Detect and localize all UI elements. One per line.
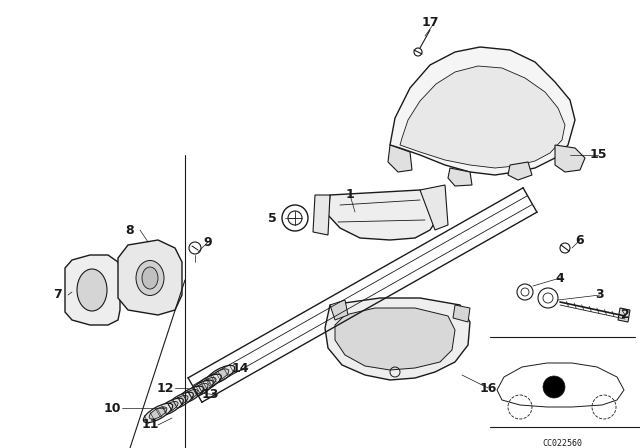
- Ellipse shape: [195, 374, 221, 392]
- Polygon shape: [328, 190, 438, 240]
- Text: 8: 8: [125, 224, 134, 237]
- Text: 9: 9: [204, 236, 212, 249]
- Text: 10: 10: [103, 401, 121, 414]
- Text: 11: 11: [141, 418, 159, 431]
- Ellipse shape: [142, 267, 158, 289]
- Circle shape: [543, 376, 565, 398]
- Ellipse shape: [162, 401, 178, 413]
- Text: 5: 5: [268, 211, 276, 224]
- Ellipse shape: [192, 383, 208, 395]
- Ellipse shape: [182, 389, 198, 401]
- Text: 13: 13: [202, 388, 219, 401]
- Text: 1: 1: [346, 189, 355, 202]
- Text: 6: 6: [576, 233, 584, 246]
- Ellipse shape: [143, 403, 173, 422]
- Polygon shape: [388, 145, 412, 172]
- Ellipse shape: [177, 386, 204, 404]
- Text: 17: 17: [421, 16, 439, 29]
- Polygon shape: [453, 305, 470, 322]
- Polygon shape: [65, 255, 120, 325]
- Text: 12: 12: [156, 382, 173, 395]
- Text: 2: 2: [621, 309, 629, 322]
- Ellipse shape: [77, 269, 107, 311]
- Ellipse shape: [157, 398, 183, 416]
- Text: 4: 4: [556, 271, 564, 284]
- Ellipse shape: [187, 380, 213, 398]
- Ellipse shape: [205, 365, 235, 385]
- Ellipse shape: [166, 392, 193, 410]
- Polygon shape: [118, 240, 182, 315]
- Text: 7: 7: [54, 289, 62, 302]
- Text: 3: 3: [596, 289, 604, 302]
- Polygon shape: [325, 298, 470, 380]
- Ellipse shape: [211, 369, 229, 381]
- Text: 16: 16: [479, 382, 497, 395]
- Text: CC022560: CC022560: [542, 439, 582, 448]
- Text: 15: 15: [589, 148, 607, 161]
- Polygon shape: [448, 168, 472, 186]
- Polygon shape: [508, 162, 532, 180]
- Polygon shape: [330, 300, 348, 320]
- Polygon shape: [420, 185, 448, 230]
- Polygon shape: [400, 66, 565, 168]
- Polygon shape: [618, 308, 630, 322]
- Text: 14: 14: [231, 362, 249, 375]
- Ellipse shape: [200, 377, 216, 388]
- Polygon shape: [390, 47, 575, 175]
- Ellipse shape: [136, 260, 164, 296]
- Polygon shape: [335, 308, 455, 370]
- Polygon shape: [313, 195, 330, 235]
- Ellipse shape: [149, 407, 167, 419]
- Ellipse shape: [172, 396, 188, 407]
- Polygon shape: [555, 145, 585, 172]
